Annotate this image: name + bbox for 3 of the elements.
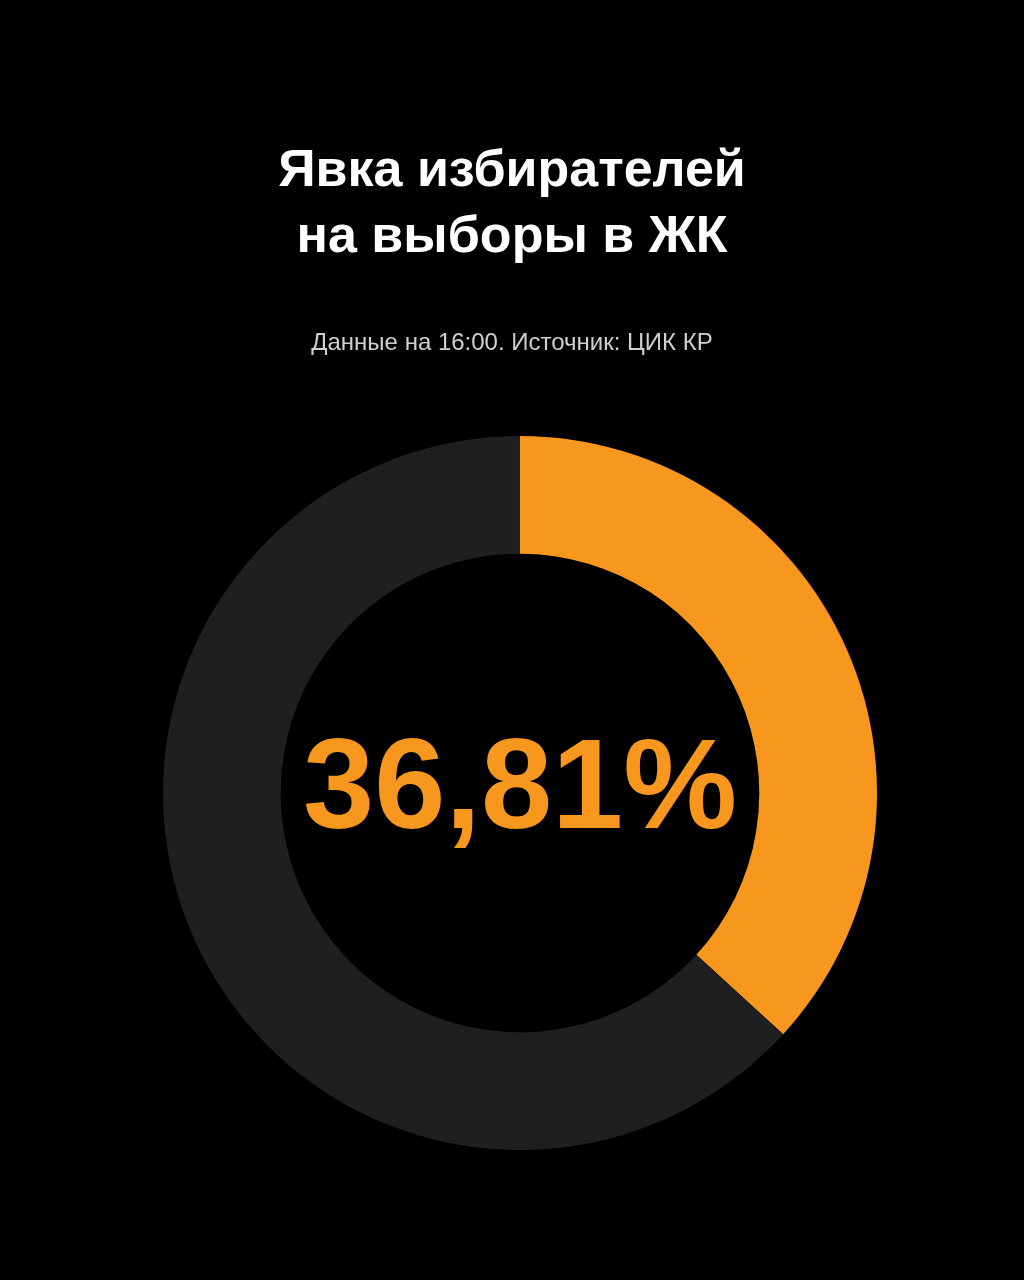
data-label: 36,81% xyxy=(302,712,738,856)
chart-title: Явка избирателей на выборы в ЖК xyxy=(277,138,747,265)
chart-subtitle: Данные на 16:00. Источник: ЦИК КР xyxy=(310,328,714,356)
